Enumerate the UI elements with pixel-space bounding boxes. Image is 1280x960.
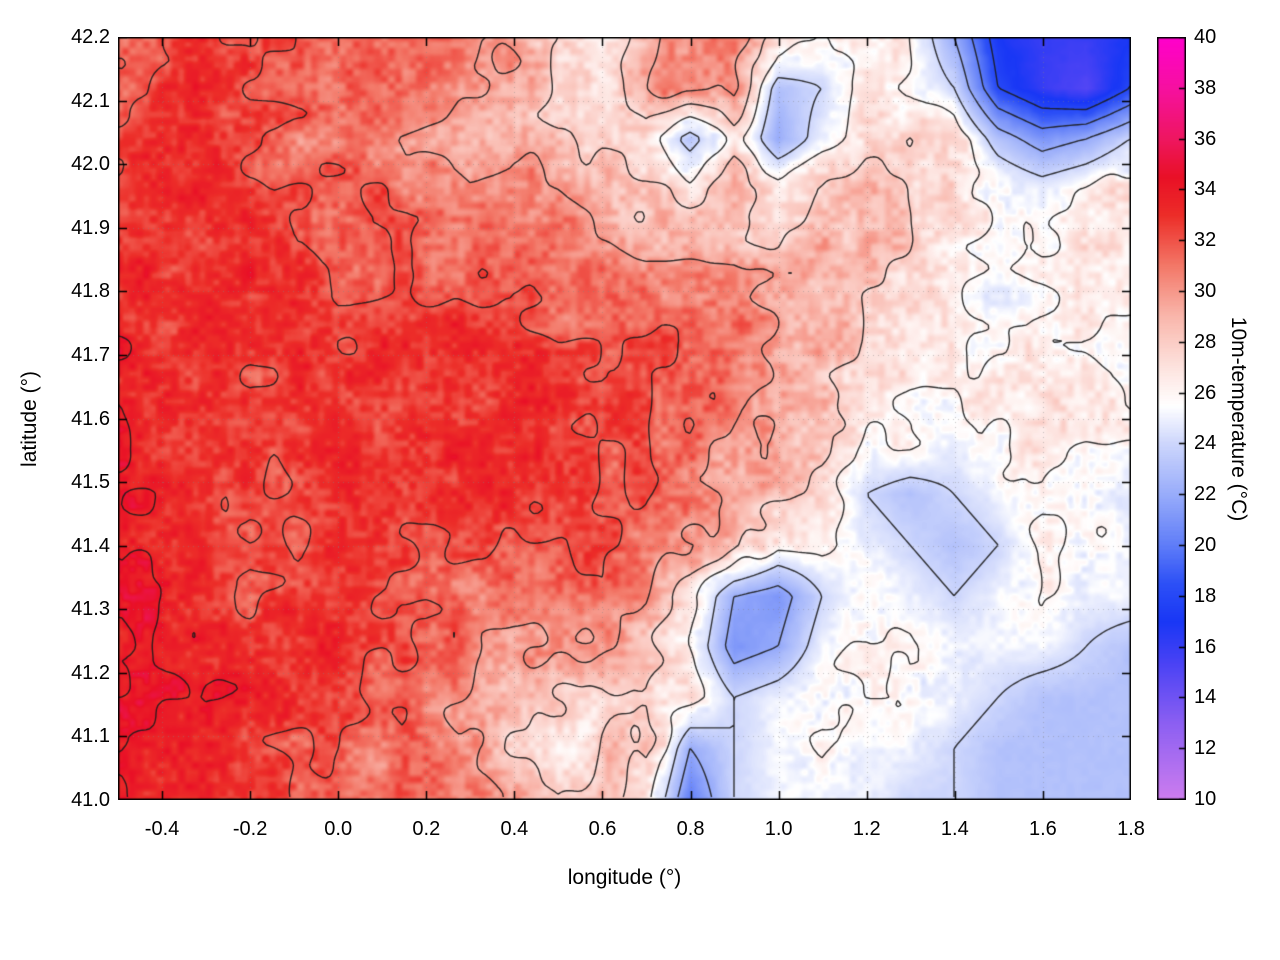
x-tick-label: 0.2 [412, 818, 441, 840]
y-tick-label: 41.5 [71, 471, 110, 494]
x-tick-label: 1.4 [940, 818, 969, 840]
x-tick-label: 0.6 [588, 818, 617, 840]
x-tick-label: 0.0 [324, 818, 353, 840]
y-tick-label: 41.9 [71, 216, 110, 239]
x-tick-label: -0.2 [232, 818, 268, 840]
x-tick-label: 1.8 [1117, 818, 1145, 840]
colorbar-tick-label: 24 [1194, 432, 1217, 455]
y-tick-label: 41.6 [71, 407, 110, 430]
y-tick-label: 41.2 [71, 661, 110, 684]
x-tick-label: 1.6 [1029, 818, 1057, 840]
colorbar-tick-label: 28 [1194, 330, 1217, 353]
colorbar-tick-label: 38 [1194, 76, 1217, 99]
y-tick-label: 41.8 [71, 280, 110, 303]
colorbar-tick-label: 34 [1194, 178, 1217, 201]
colorbar-tick-label: 10 [1194, 788, 1217, 810]
x-tick-label: 0.4 [500, 818, 529, 840]
colorbar-tick-label: 16 [1194, 635, 1217, 658]
y-tick-label: 42.1 [71, 89, 110, 112]
colorbar-tick-label: 22 [1194, 483, 1217, 506]
colorbar-tick-label: 18 [1194, 584, 1217, 607]
y-axis-title-wrap: latitude (°) [8, 37, 52, 800]
y-axis-title: latitude (°) [18, 370, 41, 467]
plot-area [118, 37, 1131, 800]
colorbar-tick-label: 32 [1194, 229, 1217, 252]
colorbar-tick-label: 30 [1194, 280, 1217, 302]
y-tick-label: 41.1 [71, 725, 110, 748]
x-tick-label: 1.2 [852, 818, 881, 840]
colorbar-canvas [1157, 37, 1186, 800]
colorbar-tick-label: 36 [1194, 127, 1217, 150]
y-tick-label: 42.0 [71, 153, 110, 176]
x-tick-label: -0.4 [144, 818, 180, 840]
colorbar-title-wrap: 10m-temperature (°C) [1216, 37, 1260, 800]
colorbar-tick-label: 20 [1194, 534, 1217, 556]
x-axis-title: longitude (°) [567, 866, 682, 889]
y-tick-label: 41.0 [71, 789, 110, 811]
y-tick-label: 41.4 [71, 534, 110, 557]
colorbar-tick-label: 14 [1194, 686, 1217, 709]
colorbar-tick-label: 26 [1194, 381, 1217, 404]
x-tick-label: 1.0 [764, 818, 793, 840]
colorbar-title: 10m-temperature (°C) [1227, 316, 1251, 521]
heatmap-canvas [118, 37, 1131, 800]
colorbar-tick-label: 12 [1194, 737, 1217, 760]
x-tick-label: 0.8 [676, 818, 705, 840]
y-tick-label: 41.7 [71, 343, 110, 366]
y-tick-label: 42.2 [71, 26, 110, 48]
y-tick-label: 41.3 [71, 598, 110, 621]
colorbar-tick-label: 40 [1194, 26, 1217, 48]
